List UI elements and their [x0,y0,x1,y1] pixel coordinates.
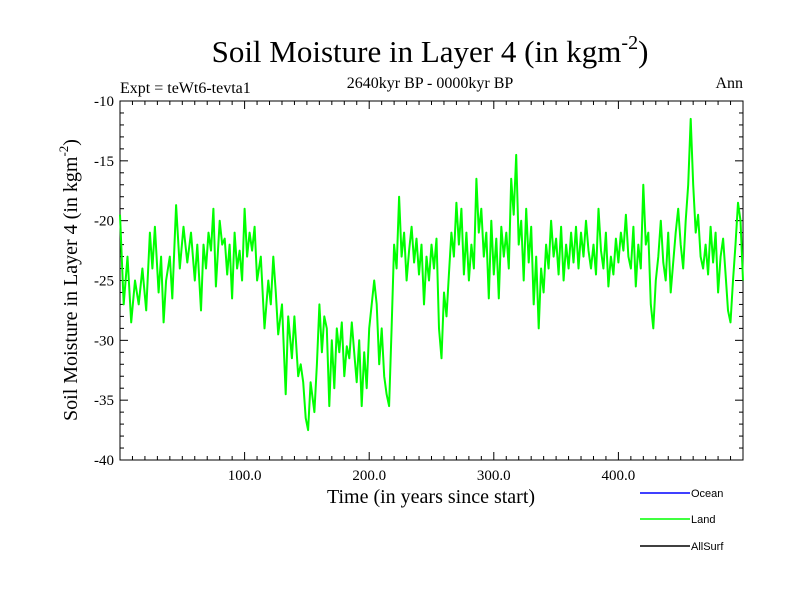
y-axis-ticks: -40 -35 -30 -25 -20 -15 -10 [94,94,743,469]
x-tick-label: 300.0 [477,468,511,484]
legend-ocean-label: Ocean [691,488,723,500]
y-tick-label: -35 [94,393,114,409]
x-tick-label: 400.0 [602,468,636,484]
land-series-line [119,117,744,432]
y-tick-label: -20 [94,214,114,230]
y-axis-title: Soil Moisture in Layer 4 (in kgm-2) [56,139,82,421]
x-tick-label: 100.0 [228,468,262,484]
x-tick-label: 200.0 [352,468,386,484]
legend-land-label: Land [691,514,715,526]
experiment-label: Expt = teWt6-tevta1 [120,80,251,97]
y-tick-label: -25 [94,274,114,290]
y-tick-label: -15 [94,154,114,170]
y-tick-label: -30 [94,333,114,349]
legend-allsurf-label: AllSurf [691,541,724,553]
y-tick-label: -10 [94,94,114,110]
legend: Ocean Land AllSurf [640,488,724,553]
x-axis-title: Time (in years since start) [327,486,535,508]
chart-subtitle: 2640kyr BP - 0000kyr BP [347,75,514,92]
y-tick-label: -40 [94,453,114,469]
chart-title: Soil Moisture in Layer 4 (in kgm-2) [212,32,649,69]
period-label: Ann [715,75,743,92]
x-axis-ticks: 100.0 200.0 300.0 400.0 [131,101,732,484]
